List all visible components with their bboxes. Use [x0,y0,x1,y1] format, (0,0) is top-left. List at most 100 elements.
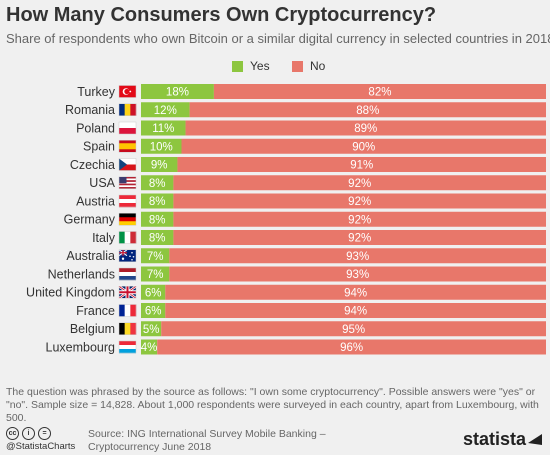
statista-logo: statista [463,429,543,450]
value-label-no: 92% [348,178,371,190]
bar-yes [141,120,186,136]
value-label-yes: 6% [145,306,162,318]
value-label-no: 88% [356,105,379,117]
romania-flag-icon [118,103,137,116]
value-label-yes: 7% [147,251,164,263]
bar-yes [141,266,170,282]
bar-no [173,193,546,209]
brand-mark-icon [528,434,543,445]
category-label: United Kingdom [26,286,115,300]
value-label-no: 91% [350,160,373,172]
legend-label-yes: Yes [250,59,270,73]
bar-no [165,303,547,318]
category-label: Spain [83,140,115,154]
usa-flag-icon [118,176,137,189]
bar-yes [141,157,178,172]
value-label-yes: 6% [145,287,162,299]
category-label: France [76,304,115,318]
bar-yes [141,248,170,264]
legend-item-yes: Yes [232,58,270,74]
spain-flag-icon [118,140,137,153]
category-label: Netherlands [48,267,115,281]
bar-no [173,230,546,245]
france-flag-icon [118,304,137,317]
category-label: Luxembourg [46,340,116,354]
netherlands-flag-icon [118,267,137,281]
bar-yes [141,284,166,300]
value-label-yes: 8% [149,196,166,208]
bar-no [161,321,546,337]
value-label-no: 94% [344,287,367,299]
bar-no [165,284,547,300]
category-label: Poland [76,121,115,135]
legend-label-no: No [310,59,326,73]
value-label-yes: 8% [149,214,166,226]
value-label-no: 92% [348,196,371,208]
belgium-flag-icon [118,322,137,335]
bar-yes [141,193,174,209]
value-label-no: 93% [346,269,369,281]
category-label: Czechia [70,158,115,172]
bar-yes [141,321,162,337]
bar-yes [141,211,174,227]
value-label-yes: 4% [141,342,158,354]
bar-yes [141,175,174,191]
category-label: Germany [64,213,116,227]
poland-flag-icon [118,121,137,135]
value-label-no: 89% [354,123,377,135]
luxembourg-flag-icon [118,340,137,354]
bar-no [213,84,546,99]
turkey-flag-icon [118,85,137,98]
cc-icon: cc [6,427,19,440]
brand-name: statista [463,429,527,449]
value-label-yes: 10% [150,141,173,153]
attribution-icon: i [22,427,35,440]
legend-swatch-yes [232,60,243,72]
category-label: Italy [92,231,116,245]
australia-flag-icon [118,249,137,262]
value-label-no: 92% [348,214,371,226]
category-label: Turkey [77,85,115,99]
category-label: Romania [65,103,115,117]
value-label-yes: 8% [149,233,166,245]
value-label-yes: 5% [143,324,160,336]
source: Source: ING International Survey Mobile … [88,428,326,454]
category-label: Belgium [70,322,115,336]
bar-yes [141,84,214,99]
value-label-no: 93% [346,251,369,263]
license-icons: cc i = [6,427,51,440]
bar-no [173,211,546,227]
bar-yes [141,230,174,245]
value-label-no: 92% [348,233,371,245]
bar-chart: Turkey 18% 82% Romania 12% 88% Poland 11% 89% Spa… [26,84,547,355]
bar-yes [141,138,182,154]
bar-yes [141,102,190,118]
chart-subtitle: Share of respondents who own Bitcoin or … [6,31,550,46]
italy-flag-icon [118,231,137,244]
no-derivatives-icon: = [38,427,51,440]
value-label-no: 90% [352,141,375,153]
czechia-flag-icon [118,158,137,171]
bar-no [185,120,547,136]
bar-no [189,102,546,118]
bar-no [181,138,546,154]
category-label: Austria [76,194,115,208]
bar-no [173,175,546,191]
value-label-no: 82% [368,87,391,99]
value-label-yes: 7% [147,269,164,281]
bar-no [169,266,546,282]
value-label-no: 96% [340,342,363,354]
legend-swatch-no [292,60,303,72]
value-label-yes: 12% [154,105,177,117]
legend-item-no: No [292,58,325,74]
bar-yes [141,339,158,355]
legend: Yes No [0,58,550,74]
category-label: USA [89,176,115,190]
category-label: Australia [66,249,115,263]
bar-no [169,248,546,264]
value-label-no: 95% [342,324,365,336]
footnote: The question was phrased by the source a… [6,386,539,424]
united-kingdom-flag-icon [118,285,137,300]
germany-flag-icon [118,213,137,226]
bar-yes [141,303,166,318]
